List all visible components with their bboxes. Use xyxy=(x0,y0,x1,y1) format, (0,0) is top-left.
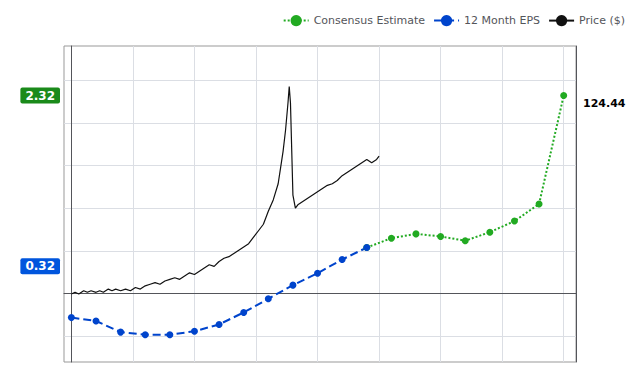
svg-text:0.32: 0.32 xyxy=(25,259,55,273)
svg-text:2.32: 2.32 xyxy=(25,89,55,103)
svg-text:Price ($): Price ($) xyxy=(579,14,625,27)
svg-text:124.44: 124.44 xyxy=(583,97,626,110)
svg-text:Consensus Estimate: Consensus Estimate xyxy=(314,14,426,27)
svg-text:12 Month EPS: 12 Month EPS xyxy=(464,14,540,27)
